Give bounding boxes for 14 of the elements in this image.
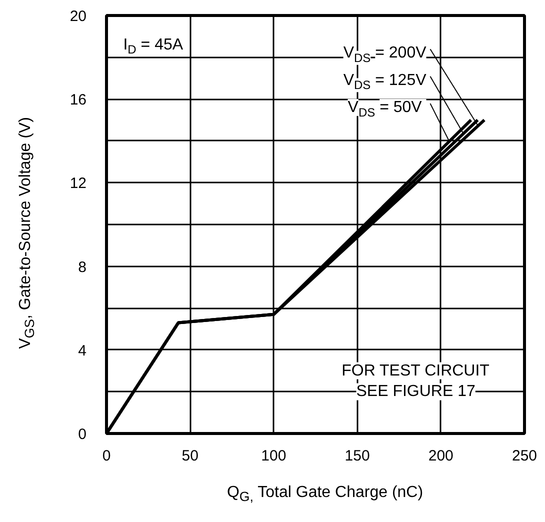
y-tick-label: 8 <box>78 258 86 276</box>
y-tick-label: 12 <box>70 175 87 192</box>
x-tick-label: 150 <box>344 448 370 464</box>
x-tick-label: 250 <box>512 448 538 464</box>
x-tick-label: 0 <box>102 448 111 464</box>
y-tick-label: 4 <box>78 342 86 360</box>
annotation: FOR TEST CIRCUIT SEE FIGURE 17 <box>342 362 490 400</box>
y-tick-label: 0 <box>78 426 86 443</box>
x-tick-label: 200 <box>428 448 454 464</box>
y-tick-label: 16 <box>70 92 87 109</box>
x-tick-label: 100 <box>261 448 286 464</box>
y-tick-label: 20 <box>70 8 87 25</box>
x-axis-title: Q$_{G,}$ Total Gate Charge (nC) <box>226 483 424 506</box>
x-tick-label: 50 <box>182 448 198 464</box>
